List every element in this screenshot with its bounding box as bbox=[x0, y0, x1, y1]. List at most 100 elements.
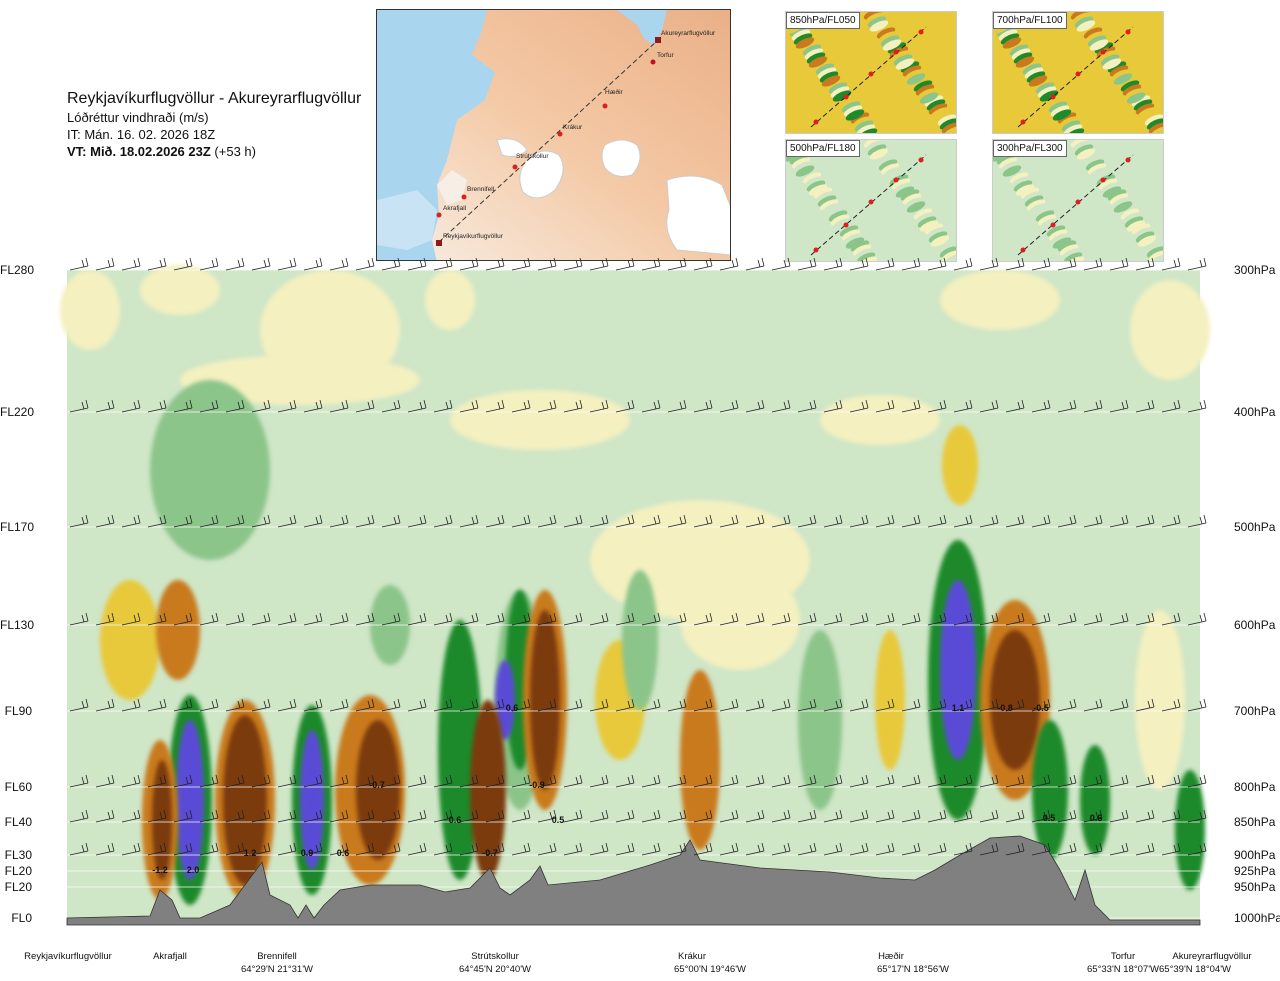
wind-barb bbox=[771, 612, 791, 626]
mini-map-cell bbox=[1124, 88, 1144, 100]
valid-time-bold: VT: Mið. 18.02.2026 23Z bbox=[67, 144, 211, 159]
mini-map-cell bbox=[1087, 35, 1107, 47]
wind-barb bbox=[329, 514, 349, 528]
wind-barb bbox=[1135, 842, 1155, 856]
wind-barb bbox=[1005, 774, 1025, 788]
wind-barb bbox=[251, 514, 271, 528]
mini-map-cell bbox=[930, 107, 950, 119]
mini-map-cell bbox=[926, 227, 946, 239]
wind-barb bbox=[69, 809, 89, 823]
wind-barb bbox=[1109, 842, 1129, 856]
mini-map-cell bbox=[802, 44, 822, 56]
waypoint-name: Akrafjall bbox=[153, 951, 187, 962]
wind-barb bbox=[225, 774, 245, 788]
wind-barb bbox=[407, 809, 427, 823]
wind-barb bbox=[849, 809, 869, 823]
mini-map-cell bbox=[1070, 12, 1090, 20]
level-label-hpa: 850hPa bbox=[1234, 815, 1276, 829]
wind-barb bbox=[1031, 612, 1051, 626]
wind-barb bbox=[693, 399, 713, 413]
wind-barb bbox=[745, 612, 765, 626]
wind-barb bbox=[329, 774, 349, 788]
wind-barb bbox=[121, 514, 141, 528]
mini-map-cell bbox=[1065, 128, 1085, 133]
mini-map-cell bbox=[850, 240, 870, 252]
wind-barb bbox=[1187, 257, 1207, 271]
wind-barb bbox=[1083, 698, 1103, 712]
wind-barb bbox=[771, 257, 791, 271]
value-label: 2.0 bbox=[187, 865, 200, 875]
mini-map-cell bbox=[863, 140, 883, 148]
wind-barb bbox=[875, 514, 895, 528]
mini-map-cell bbox=[887, 170, 907, 182]
wind-barb bbox=[1161, 842, 1181, 856]
mini-map-cell bbox=[808, 56, 828, 68]
mini-map-cell bbox=[917, 88, 937, 100]
mini-map-cell bbox=[841, 229, 861, 241]
wind-barb bbox=[1187, 612, 1207, 626]
level-label-fl: FL40 bbox=[4, 815, 32, 829]
mini-map-cell bbox=[863, 12, 883, 20]
wind-barb bbox=[953, 774, 973, 788]
mini-map-cell bbox=[1094, 42, 1114, 54]
waypoint-name: Akureyrarflugvöllur bbox=[1172, 951, 1252, 962]
wind-barb bbox=[69, 399, 89, 413]
mini-map-500-svg bbox=[786, 140, 956, 261]
wind-barb bbox=[745, 514, 765, 528]
field-cell bbox=[356, 720, 400, 860]
wind-barb bbox=[953, 514, 973, 528]
wind-barb bbox=[641, 612, 661, 626]
wind-barb bbox=[1161, 514, 1181, 528]
wind-barb bbox=[771, 774, 791, 788]
mini-map-cell bbox=[915, 212, 935, 224]
mini-map-cell bbox=[878, 31, 898, 43]
mini-map-cell bbox=[826, 78, 846, 90]
mini-map-cell bbox=[895, 186, 915, 198]
mini-map-cell bbox=[1011, 176, 1031, 188]
wind-barb bbox=[355, 514, 375, 528]
wind-barb bbox=[459, 698, 479, 712]
mini-map-cell bbox=[1000, 161, 1020, 173]
mini-map-cell bbox=[813, 187, 833, 199]
mini-map-cell bbox=[882, 39, 902, 51]
mini-map-cell bbox=[1085, 159, 1105, 171]
wind-barb bbox=[459, 257, 479, 271]
mini-map-cell bbox=[1146, 118, 1163, 130]
mini-map-waypoint bbox=[868, 71, 874, 77]
wind-barb bbox=[1005, 842, 1025, 856]
wind-barb bbox=[329, 612, 349, 626]
wind-barb bbox=[979, 612, 999, 626]
route-line bbox=[438, 39, 659, 243]
field-cell bbox=[60, 270, 120, 350]
wind-barb bbox=[693, 774, 713, 788]
wind-barb bbox=[199, 842, 219, 856]
mini-map-850-label: 850hPa/FL050 bbox=[786, 12, 860, 29]
value-label: -1.2 bbox=[152, 865, 168, 875]
wind-barb bbox=[1161, 774, 1181, 788]
mini-map-cell bbox=[1076, 20, 1096, 32]
wind-barb bbox=[303, 774, 323, 788]
mini-map-cell bbox=[854, 248, 874, 260]
mini-map-cell bbox=[1070, 140, 1090, 148]
mini-map-cell bbox=[830, 214, 850, 226]
wind-barb bbox=[1161, 698, 1181, 712]
mini-map-cell bbox=[1111, 69, 1131, 81]
wind-barb bbox=[953, 809, 973, 823]
mini-map-cell bbox=[804, 48, 824, 60]
wind-barb bbox=[1083, 842, 1103, 856]
mini-map-cell bbox=[937, 114, 956, 126]
mini-map-cell bbox=[867, 16, 887, 28]
wind-barb bbox=[823, 809, 843, 823]
mini-map-waypoint bbox=[813, 119, 819, 125]
wind-barb bbox=[1187, 514, 1207, 528]
wind-barb bbox=[1161, 809, 1181, 823]
mini-map-cell bbox=[1074, 16, 1094, 28]
wind-barb bbox=[823, 612, 843, 626]
wind-barb bbox=[277, 774, 297, 788]
wind-barb bbox=[277, 809, 297, 823]
wind-barb bbox=[771, 809, 791, 823]
mini-map-cell bbox=[1020, 59, 1040, 71]
wind-barb bbox=[537, 257, 557, 271]
wind-barb bbox=[693, 809, 713, 823]
wind-barb bbox=[303, 399, 323, 413]
